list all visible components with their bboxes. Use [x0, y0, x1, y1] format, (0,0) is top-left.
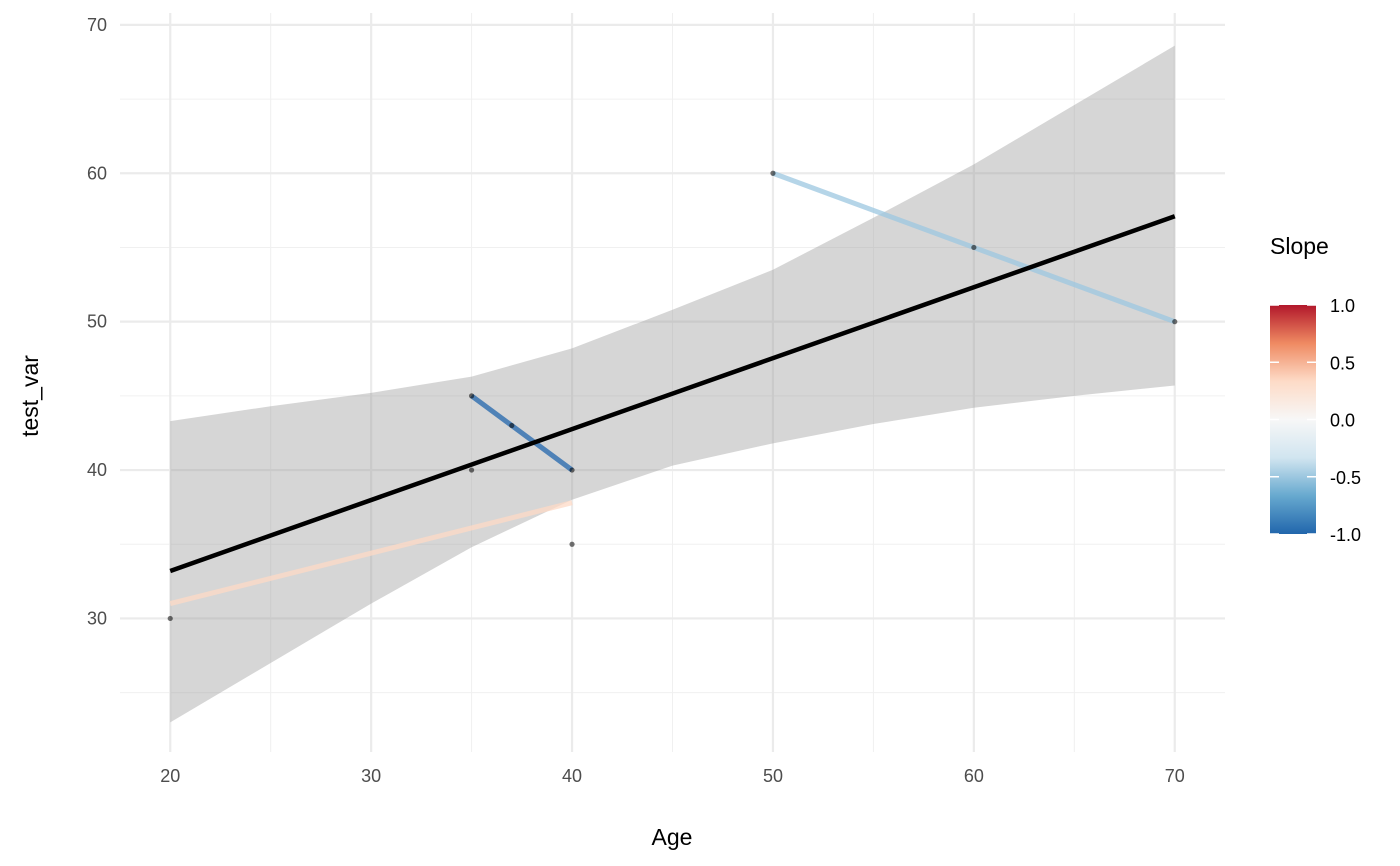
y-tick-label: 40: [87, 460, 107, 480]
x-tick-labels: 20 30 40 50 60 70: [160, 766, 1185, 786]
legend: Slope 1.0 0.5 0.0 -0.5 -1.0: [1270, 233, 1361, 545]
legend-tick-label: 0.0: [1330, 411, 1355, 431]
data-point: [569, 541, 575, 547]
x-axis-title: Age: [652, 824, 693, 850]
data-points: [167, 170, 1178, 622]
confidence-band-layer: [170, 45, 1175, 723]
y-tick-label: 60: [87, 163, 107, 183]
grid-minor: [120, 13, 1225, 752]
legend-ticks: 1.0 0.5 0.0 -0.5 -1.0: [1270, 296, 1361, 545]
data-point: [569, 467, 575, 473]
legend-tick-label: -0.5: [1330, 468, 1361, 488]
group-line: [470, 393, 574, 473]
x-tick-label: 20: [160, 766, 180, 786]
data-point: [971, 244, 977, 251]
data-point: [509, 422, 515, 429]
x-tick-label: 30: [361, 766, 381, 786]
data-point: [468, 467, 475, 473]
overall-fit-layer: [169, 214, 1176, 574]
y-tick-label: 70: [87, 15, 107, 35]
grid-major: [120, 13, 1225, 752]
legend-tick-label: -1.0: [1330, 525, 1361, 545]
overall-fit-line: [169, 214, 1176, 574]
x-tick-label: 50: [763, 766, 783, 786]
data-point: [167, 615, 173, 622]
y-axis-title: test_var: [17, 355, 43, 437]
y-tick-label: 30: [87, 608, 107, 628]
confidence-band: [170, 45, 1175, 723]
x-tick-label: 70: [1165, 766, 1185, 786]
legend-tick-label: 0.5: [1330, 353, 1355, 373]
x-tick-label: 60: [964, 766, 984, 786]
group-line: [169, 500, 573, 607]
legend-title: Slope: [1270, 233, 1329, 259]
data-point: [468, 393, 475, 399]
legend-tick-label: 1.0: [1330, 296, 1355, 316]
x-tick-label: 40: [562, 766, 582, 786]
data-point: [770, 170, 776, 176]
y-tick-label: 50: [87, 312, 107, 332]
data-point: [1172, 319, 1178, 325]
y-tick-labels: 30 40 50 60 70: [87, 15, 107, 629]
